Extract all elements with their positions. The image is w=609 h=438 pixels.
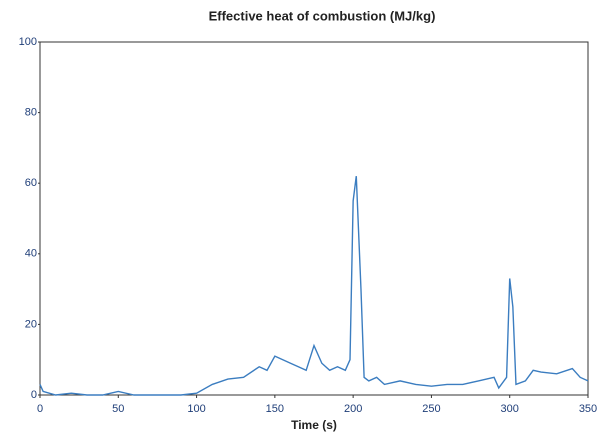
x-tick-label: 300 xyxy=(501,403,519,415)
y-tick-label: 0 xyxy=(31,389,37,401)
y-tick-label: 40 xyxy=(25,248,37,260)
x-tick-label: 200 xyxy=(344,403,362,415)
x-tick-label: 100 xyxy=(187,403,205,415)
x-axis-label: Time (s) xyxy=(291,418,337,432)
y-tick-label: 60 xyxy=(25,177,37,189)
x-tick-label: 150 xyxy=(266,403,284,415)
y-tick-label: 80 xyxy=(25,107,37,119)
y-tick-label: 20 xyxy=(25,318,37,330)
y-tick-label: 100 xyxy=(19,36,37,48)
x-tick-label: 350 xyxy=(579,403,597,415)
x-tick-label: 50 xyxy=(112,403,124,415)
x-tick-label: 0 xyxy=(37,403,43,415)
data-line xyxy=(39,176,589,396)
plot-frame xyxy=(39,41,589,396)
chart-title: Effective heat of combustion (MJ/kg) xyxy=(209,8,436,23)
x-tick-label: 250 xyxy=(422,403,440,415)
